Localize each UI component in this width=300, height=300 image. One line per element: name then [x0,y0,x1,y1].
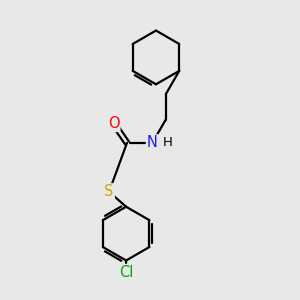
Text: Cl: Cl [119,265,133,280]
Text: H: H [163,136,173,149]
Text: O: O [108,116,119,131]
Text: S: S [104,184,114,199]
Text: N: N [147,135,158,150]
